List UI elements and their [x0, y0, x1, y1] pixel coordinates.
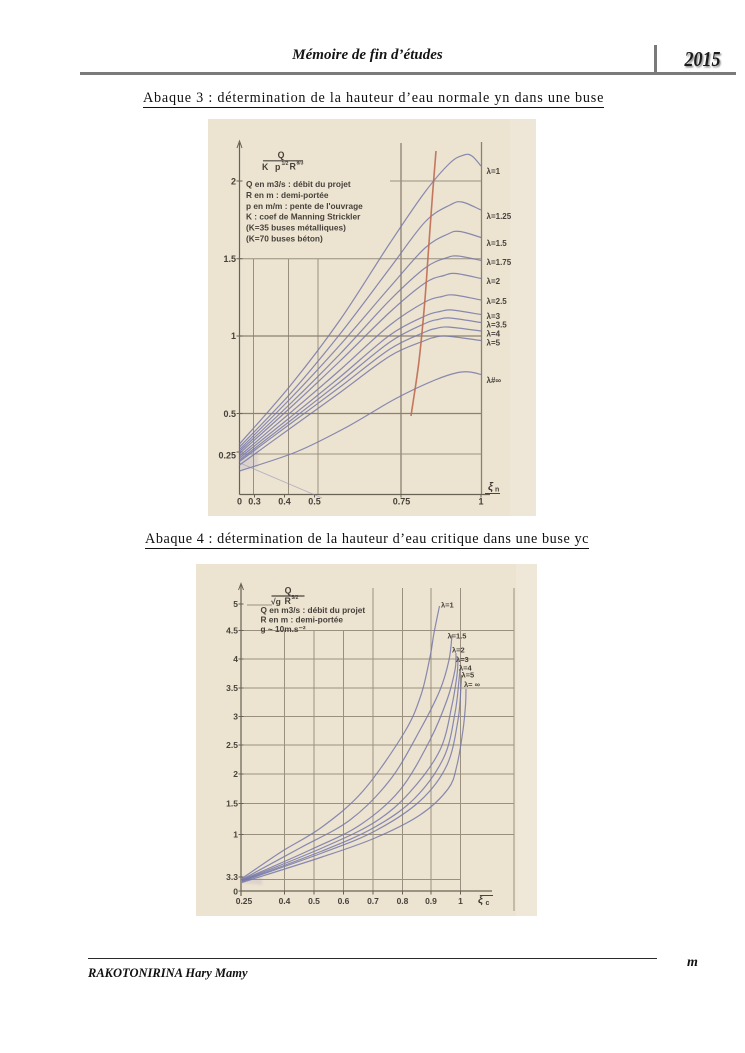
svg-text:λ=1: λ=1 [487, 167, 501, 176]
svg-text:(K=70 buses béton): (K=70 buses béton) [246, 234, 323, 244]
svg-text:2: 2 [231, 177, 236, 187]
svg-text:4: 4 [233, 654, 238, 664]
svg-text:4.5: 4.5 [226, 626, 238, 636]
svg-text:0.4: 0.4 [279, 896, 291, 906]
svg-text:p en m/m : pente de l'ouvrage: p en m/m : pente de l'ouvrage [246, 201, 363, 211]
svg-text:R: R [290, 162, 297, 172]
svg-text:0: 0 [233, 887, 238, 897]
svg-text:g ~ 10m.s⁻²: g ~ 10m.s⁻² [261, 624, 306, 634]
svg-text:1.5: 1.5 [226, 799, 238, 809]
svg-text:Q: Q [278, 150, 285, 160]
svg-text:0.25: 0.25 [218, 451, 236, 461]
svg-text:λ=2: λ=2 [452, 646, 465, 655]
svg-text:λ=3: λ=3 [487, 312, 501, 321]
svg-text:R: R [285, 596, 292, 606]
svg-text:2.5: 2.5 [226, 740, 238, 750]
svg-text:λ=4: λ=4 [487, 330, 501, 339]
svg-text:ξ: ξ [478, 894, 484, 906]
svg-text:5: 5 [233, 599, 238, 609]
svg-text:(K=35 buses métalliques): (K=35 buses métalliques) [246, 223, 346, 233]
svg-text:0: 0 [237, 497, 242, 507]
svg-text:3.5: 3.5 [226, 683, 238, 693]
svg-text:0.5: 0.5 [308, 497, 321, 507]
svg-text:0.8: 0.8 [397, 896, 409, 906]
svg-text:1: 1 [233, 830, 238, 840]
svg-text:1: 1 [231, 331, 236, 341]
svg-text:1: 1 [478, 497, 483, 507]
svg-text:K : coef de Manning Strickler: K : coef de Manning Strickler [246, 212, 361, 222]
svg-text:n: n [495, 487, 499, 494]
svg-text:λ#∞: λ#∞ [487, 376, 502, 385]
svg-text:λ=4: λ=4 [459, 664, 473, 673]
svg-text:0.6: 0.6 [338, 896, 350, 906]
svg-text:1/2: 1/2 [282, 161, 289, 167]
svg-text:2: 2 [233, 769, 238, 779]
svg-text:0.75: 0.75 [393, 497, 411, 507]
svg-text:λ=3.5: λ=3.5 [487, 321, 508, 330]
svg-text:3: 3 [233, 712, 238, 722]
svg-text:ξ: ξ [488, 481, 494, 493]
svg-text:0.5: 0.5 [223, 409, 236, 419]
svg-text:1.5: 1.5 [223, 254, 236, 264]
svg-text:0.7: 0.7 [367, 896, 379, 906]
svg-text:3.3: 3.3 [226, 872, 238, 882]
svg-text:R en m : demi-portée: R en m : demi-portée [246, 190, 329, 200]
svg-text:λ=1.25: λ=1.25 [487, 212, 512, 221]
svg-text:Q en m3/s : débit du projet: Q en m3/s : débit du projet [261, 605, 366, 615]
svg-text:Q en m3/s : débit du projet: Q en m3/s : débit du projet [246, 179, 351, 189]
svg-text:λ= ∞: λ= ∞ [464, 680, 480, 689]
svg-text:0.25: 0.25 [236, 896, 253, 906]
svg-text:λ=5: λ=5 [462, 671, 475, 680]
svg-text:K: K [262, 162, 269, 172]
svg-text:0.9: 0.9 [425, 896, 437, 906]
svg-text:1: 1 [458, 896, 463, 906]
svg-text:R en m : demi-portée: R en m : demi-portée [261, 614, 344, 624]
svg-text:λ=3: λ=3 [456, 655, 469, 664]
svg-text:5/2: 5/2 [292, 595, 299, 601]
svg-text:λ=2: λ=2 [487, 277, 501, 286]
svg-text:λ=1.5: λ=1.5 [448, 632, 467, 641]
svg-text:λ=1.5: λ=1.5 [487, 239, 508, 248]
svg-text:λ=5: λ=5 [487, 339, 501, 348]
svg-text:λ=1: λ=1 [441, 601, 454, 610]
svg-text:Q: Q [285, 586, 292, 596]
svg-text:λ=1.75: λ=1.75 [487, 258, 512, 267]
svg-text:0.3: 0.3 [248, 497, 261, 507]
svg-text:c: c [486, 900, 490, 907]
svg-text:0.5: 0.5 [308, 896, 320, 906]
svg-text:0.4: 0.4 [278, 497, 291, 507]
svg-text:8/3: 8/3 [297, 161, 304, 167]
svg-text:p: p [275, 162, 281, 172]
svg-text:λ=2.5: λ=2.5 [487, 297, 508, 306]
svg-text:√g: √g [271, 597, 281, 607]
